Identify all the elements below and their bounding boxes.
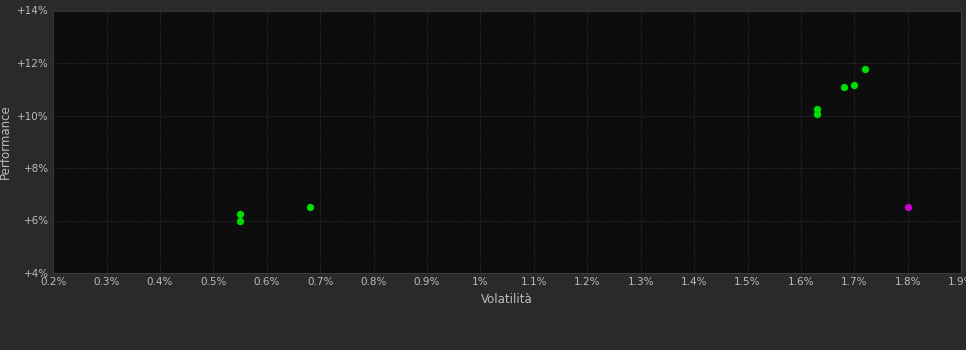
X-axis label: Volatilità: Volatilità xyxy=(481,293,533,306)
Point xyxy=(233,211,248,217)
Point xyxy=(810,111,825,117)
Point xyxy=(900,204,916,210)
Y-axis label: Performance: Performance xyxy=(0,104,12,179)
Point xyxy=(846,82,862,88)
Point xyxy=(301,204,317,210)
Point xyxy=(810,106,825,112)
Point xyxy=(233,218,248,223)
Point xyxy=(836,84,851,90)
Point xyxy=(857,66,872,71)
